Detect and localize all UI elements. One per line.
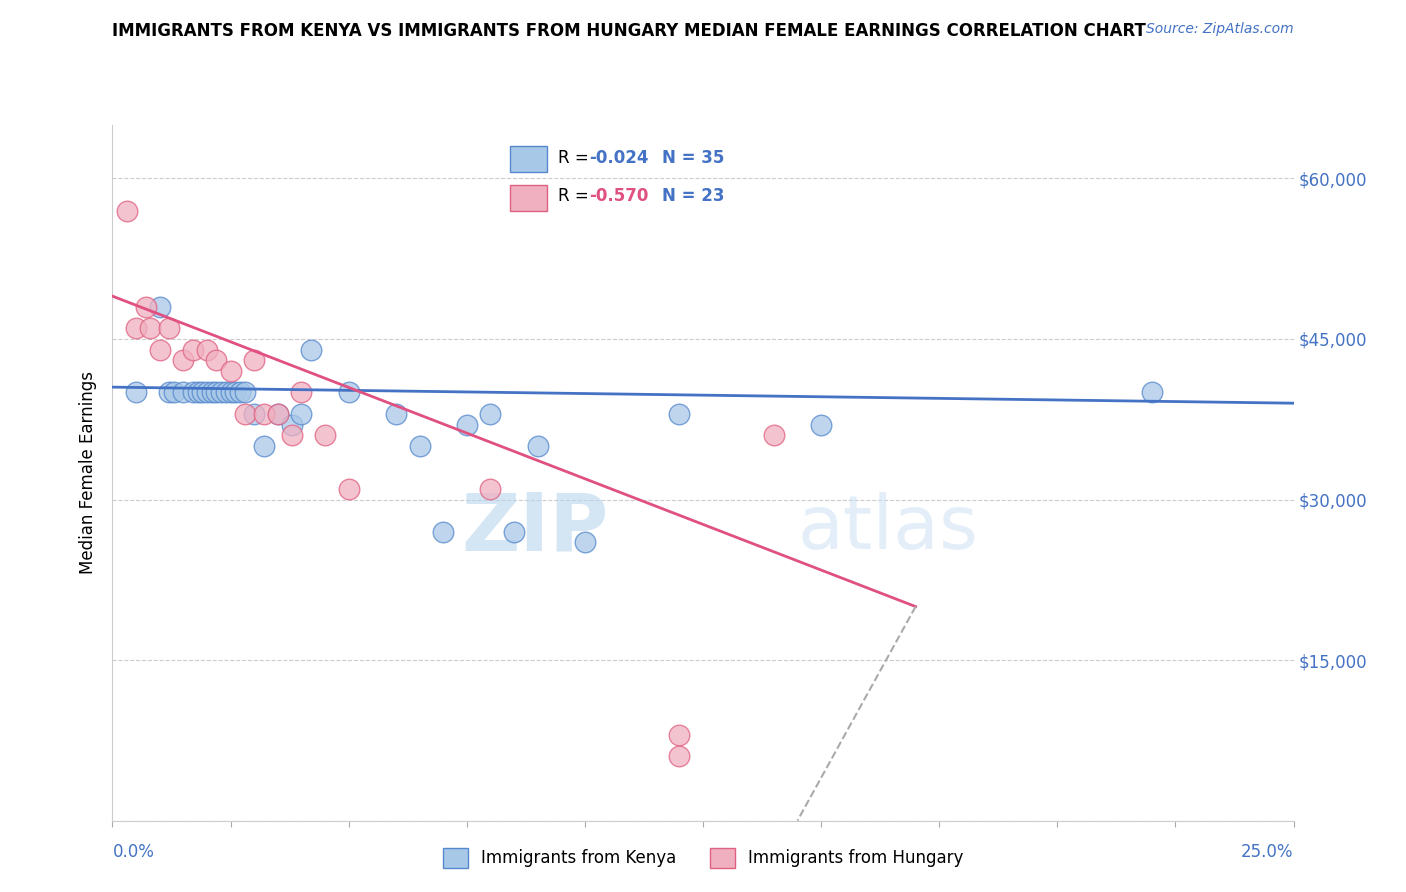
Point	[172, 385, 194, 400]
Point	[149, 343, 172, 357]
Point	[267, 407, 290, 421]
FancyBboxPatch shape	[510, 185, 547, 211]
Text: atlas: atlas	[797, 491, 979, 565]
Point	[219, 385, 242, 400]
Point	[149, 300, 172, 314]
Point	[205, 353, 228, 368]
Y-axis label: Median Female Earnings: Median Female Earnings	[79, 371, 97, 574]
Point	[762, 428, 785, 442]
Point	[337, 385, 360, 400]
Point	[135, 300, 157, 314]
Point	[139, 321, 162, 335]
Point	[243, 353, 266, 368]
Point	[668, 749, 690, 764]
Point	[172, 353, 194, 368]
Point	[299, 343, 322, 357]
Point	[668, 407, 690, 421]
Point	[267, 407, 290, 421]
Text: N = 35: N = 35	[662, 149, 724, 168]
Point	[503, 524, 526, 539]
Point	[125, 385, 148, 400]
Point	[181, 385, 204, 400]
Point	[253, 407, 276, 421]
Point	[163, 385, 186, 400]
Point	[479, 482, 502, 496]
Point	[314, 428, 336, 442]
Point	[195, 385, 218, 400]
Point	[233, 407, 256, 421]
Point	[574, 535, 596, 549]
Text: ZIP: ZIP	[461, 490, 609, 567]
Point	[432, 524, 454, 539]
Point	[253, 439, 276, 453]
Point	[115, 203, 138, 218]
Point	[181, 343, 204, 357]
Point	[205, 385, 228, 400]
Text: R =: R =	[558, 149, 595, 168]
Point	[157, 385, 180, 400]
Point	[157, 321, 180, 335]
Point	[668, 728, 690, 742]
Point	[229, 385, 252, 400]
Point	[201, 385, 224, 400]
Text: R =: R =	[558, 187, 595, 205]
Point	[290, 407, 312, 421]
Point	[215, 385, 238, 400]
Point	[479, 407, 502, 421]
FancyBboxPatch shape	[510, 146, 547, 172]
Point	[1140, 385, 1163, 400]
Text: Source: ZipAtlas.com: Source: ZipAtlas.com	[1146, 22, 1294, 37]
Point	[233, 385, 256, 400]
Point	[243, 407, 266, 421]
Point	[219, 364, 242, 378]
Point	[224, 385, 246, 400]
Point	[186, 385, 208, 400]
Point	[456, 417, 478, 432]
Point	[125, 321, 148, 335]
Text: N = 23: N = 23	[662, 187, 724, 205]
Point	[290, 385, 312, 400]
Point	[810, 417, 832, 432]
Point	[209, 385, 232, 400]
Point	[195, 343, 218, 357]
Point	[337, 482, 360, 496]
Point	[281, 417, 304, 432]
Point	[526, 439, 548, 453]
Point	[281, 428, 304, 442]
Text: 25.0%: 25.0%	[1241, 843, 1294, 861]
Text: IMMIGRANTS FROM KENYA VS IMMIGRANTS FROM HUNGARY MEDIAN FEMALE EARNINGS CORRELAT: IMMIGRANTS FROM KENYA VS IMMIGRANTS FROM…	[112, 22, 1146, 40]
Point	[408, 439, 430, 453]
Point	[385, 407, 408, 421]
Text: 0.0%: 0.0%	[112, 843, 155, 861]
Point	[191, 385, 214, 400]
Text: -0.024: -0.024	[589, 149, 648, 168]
Legend: Immigrants from Kenya, Immigrants from Hungary: Immigrants from Kenya, Immigrants from H…	[436, 841, 970, 875]
Text: -0.570: -0.570	[589, 187, 648, 205]
